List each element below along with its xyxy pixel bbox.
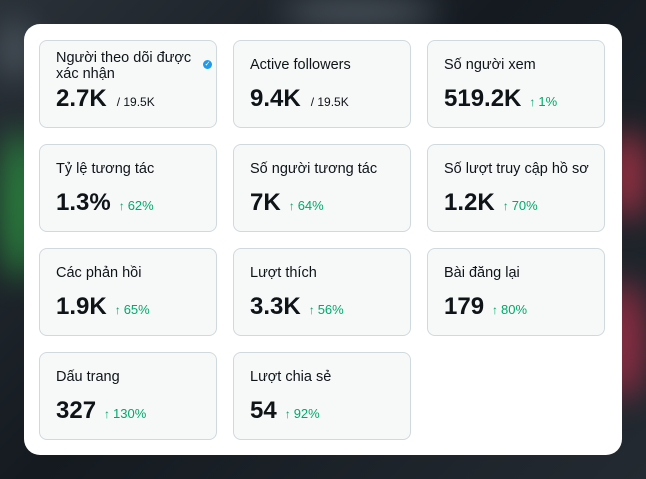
metric-change: ↑ 64% xyxy=(289,198,324,213)
metric-tile-profile-visits: Số lượt truy cập hồ sơ 1.2K ↑ 70% xyxy=(427,144,605,232)
metric-label: Các phản hồi xyxy=(56,265,142,281)
metric-tile-shares: Lượt chia sẻ 54 ↑ 92% xyxy=(233,352,411,440)
metric-tile-engagement-rate: Tỷ lệ tương tác 1.3% ↑ 62% xyxy=(39,144,217,232)
metric-value: 1.9K xyxy=(56,293,107,320)
metric-value: 519.2K xyxy=(444,85,522,112)
metric-value: 2.7K xyxy=(56,85,107,112)
metric-label: Số người tương tác xyxy=(250,161,378,177)
metric-tile-active-followers: Active followers 9.4K / 19.5K xyxy=(233,40,411,128)
metric-value: 1.2K xyxy=(444,189,495,216)
arrow-up-icon: ↑ xyxy=(104,407,111,421)
arrow-up-icon: ↑ xyxy=(114,303,121,317)
metric-change: ↑ 92% xyxy=(285,406,320,421)
metrics-grid: Người theo dõi được xác nhận ✓ 2.7K / 19… xyxy=(39,40,605,440)
metric-value: 179 xyxy=(444,293,485,320)
metric-value: 3.3K xyxy=(250,293,301,320)
metric-change-value: 80% xyxy=(501,302,528,317)
metric-label: Lượt chia sẻ xyxy=(250,369,332,385)
metric-label: Người theo dõi được xác nhận xyxy=(56,50,192,82)
metric-tile-likes: Lượt thích 3.3K ↑ 56% xyxy=(233,248,411,336)
metric-change-value: 62% xyxy=(127,198,154,213)
metric-tile-verified-followers: Người theo dõi được xác nhận ✓ 2.7K / 19… xyxy=(39,40,217,128)
metric-change: ↑ 65% xyxy=(115,302,150,317)
metric-change-value: 92% xyxy=(293,406,320,421)
metric-value: 9.4K xyxy=(250,85,301,112)
metric-change-value: 56% xyxy=(317,302,344,317)
metric-change: ↑ 70% xyxy=(503,198,538,213)
verified-badge-icon: ✓ xyxy=(203,60,212,69)
metric-change: ↑ 130% xyxy=(104,406,146,421)
metric-change: ↑ 80% xyxy=(492,302,527,317)
arrow-up-icon: ↑ xyxy=(284,407,291,421)
arrow-up-icon: ↑ xyxy=(308,303,315,317)
metric-change-value: 1% xyxy=(538,94,558,109)
metric-tile-replies: Các phản hồi 1.9K ↑ 65% xyxy=(39,248,217,336)
metric-label: Dấu trang xyxy=(56,369,120,385)
metric-change: ↑ 56% xyxy=(309,302,344,317)
metric-change: ↑ 1% xyxy=(529,94,557,109)
metric-label: Tỷ lệ tương tác xyxy=(56,161,155,177)
metric-value: 54 xyxy=(250,397,277,424)
metric-label: Bài đăng lại xyxy=(444,265,520,281)
metric-tile-engagers: Số người tương tác 7K ↑ 64% xyxy=(233,144,411,232)
metric-total: / 19.5K xyxy=(310,95,349,109)
metric-label: Số người xem xyxy=(444,57,536,73)
metric-value: 1.3% xyxy=(56,189,111,216)
metric-change: ↑ 62% xyxy=(119,198,154,213)
arrow-up-icon: ↑ xyxy=(288,199,295,213)
metric-tile-viewers: Số người xem 519.2K ↑ 1% xyxy=(427,40,605,128)
metric-tile-bookmarks: Dấu trang 327 ↑ 130% xyxy=(39,352,217,440)
metric-label: Lượt thích xyxy=(250,265,317,281)
metric-change-value: 64% xyxy=(297,198,324,213)
arrow-up-icon: ↑ xyxy=(529,95,536,109)
metric-change-value: 130% xyxy=(113,406,147,421)
metric-change-value: 70% xyxy=(511,198,538,213)
arrow-up-icon: ↑ xyxy=(492,303,499,317)
metric-tile-reposts: Bài đăng lại 179 ↑ 80% xyxy=(427,248,605,336)
metric-label: Số lượt truy cập hồ sơ xyxy=(444,161,589,177)
arrow-up-icon: ↑ xyxy=(118,199,125,213)
arrow-up-icon: ↑ xyxy=(502,199,509,213)
metric-change-value: 65% xyxy=(123,302,150,317)
metric-label: Active followers xyxy=(250,57,351,73)
metric-total: / 19.5K xyxy=(116,95,155,109)
metric-value: 327 xyxy=(56,397,97,424)
analytics-card: Người theo dõi được xác nhận ✓ 2.7K / 19… xyxy=(24,24,622,455)
metric-value: 7K xyxy=(250,189,281,216)
